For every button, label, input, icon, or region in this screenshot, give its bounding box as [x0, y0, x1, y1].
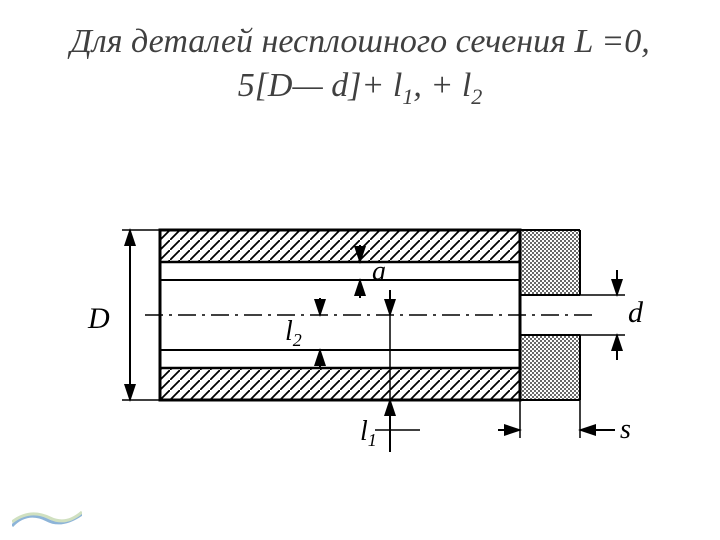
label-l2: l2	[285, 316, 302, 350]
label-s: s	[620, 414, 631, 445]
label-a: a	[372, 256, 386, 287]
title-prefix: Для деталей несплошного сечения	[70, 23, 574, 60]
formula-sub1: 1	[402, 84, 413, 109]
cross-section-diagram: D d a l2 l1 s	[60, 200, 660, 460]
label-D: D	[87, 302, 110, 335]
slide-decoration	[12, 508, 82, 528]
page-title: Для деталей несплошного сечения L =0, 5[…	[0, 0, 720, 122]
formula-sub2: 2	[471, 84, 482, 109]
label-l1: l1	[360, 416, 377, 450]
label-d: d	[628, 296, 644, 329]
formula-mid: , + l	[413, 67, 471, 104]
